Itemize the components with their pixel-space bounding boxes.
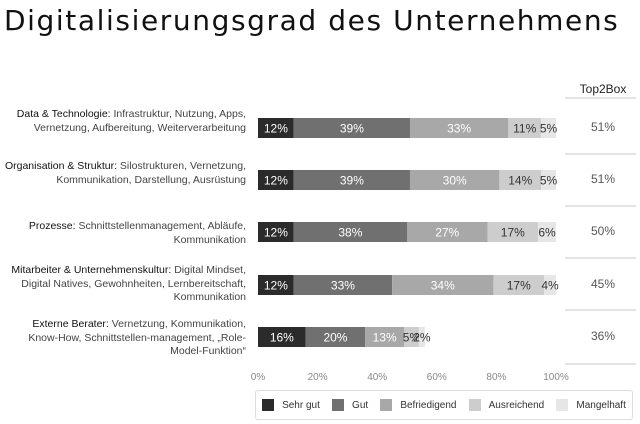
bar-segment-befriedigend [407,222,488,242]
bar-segment-sehr-gut [258,275,294,295]
legend-label: Mangelhaft [576,399,626,411]
bar-segment-sehr-gut [258,118,294,138]
legend-swatch [380,399,393,411]
category-label-detail: Schnittstellenmanagement, Abläufe, Kommu… [75,220,246,246]
segment-value-label: 14% [508,174,532,188]
bar-segment-gut [305,327,366,347]
segment-value-label: 33% [331,279,355,293]
legend-item-sehr-gut: Sehr gut [262,399,320,411]
x-tick-label: 20% [308,372,328,383]
segment-value-label: 13% [373,331,397,345]
category-label-detail: Vernetzung, Kommunikation, Know-How, Sch… [28,318,246,357]
top2box-value: 51% [590,172,616,186]
legend-swatch [332,399,345,411]
top2box-value: 45% [590,277,616,291]
bar-segment-ausreichend [499,170,542,190]
category-label-head: Data & Technologie: [16,108,111,120]
bar-segment-mangelhaft [541,118,556,138]
legend-label: Ausreichend [488,399,545,411]
x-tick-label: 100% [543,372,569,383]
category-label-detail: Digital Mindset, Digital Natives, Gewohn… [21,264,246,303]
top2box-value: 50% [590,224,616,238]
segment-value-label: 30% [443,174,467,188]
x-tick-label: 60% [427,372,447,383]
category-label-head: Mitarbeiter & Unternehmenskultur: [11,264,172,276]
bar-segment-befriedigend [409,118,509,138]
segment-value-label: 5% [540,122,558,136]
chart-title: Digitalisierungsgrad des Unternehmens [4,4,620,37]
category-label-head: Organisation & Struktur: [4,160,117,172]
segment-value-label: 5% [403,331,421,345]
segment-value-label: 12% [264,122,288,136]
segment-value-label: 20% [323,331,347,345]
bar-segment-gut [293,170,410,190]
category-label-detail: Infrastruktur, Nutzung, Apps, Vernetzung… [33,108,246,134]
bar-segment-ausreichend [493,275,545,295]
category-label: Prozesse: Schnittstellenmanagement, Ablä… [4,220,246,247]
legend-label: Gut [352,399,369,411]
bar-segment-mangelhaft [541,170,556,190]
bar-segment-ausreichend [508,118,542,138]
bar-segment-sehr-gut [258,327,306,347]
legend-item-mangelhaft: Mangelhaft [556,399,626,411]
segment-value-label: 34% [431,279,455,293]
bar-segment-sehr-gut [258,170,294,190]
segment-value-label: 12% [264,174,288,188]
legend-swatch [468,399,481,411]
segment-value-label: 16% [270,331,294,345]
category-label: Data & Technologie: Infrastruktur, Nutzu… [4,108,246,135]
top2box-header: Top2Box [579,82,627,96]
top2box-value: 51% [590,120,616,134]
segment-value-label: 4% [541,279,559,293]
segment-value-label: 2% [413,331,431,345]
bar-segment-befriedigend [392,275,494,295]
category-label-head: Externe Berater: [32,318,109,330]
top2box-value: 36% [590,329,616,343]
segment-value-label: 17% [507,279,531,293]
segment-value-label: 39% [340,174,364,188]
segment-value-label: 38% [338,226,362,240]
category-label: Organisation & Struktur: Silostrukturen,… [4,160,246,187]
bar-segment-mangelhaft [544,275,556,295]
legend-label: Befriedigend [400,399,457,411]
category-label: Externe Berater: Vernetzung, Kommunikati… [4,318,246,359]
legend-item-gut: Gut [332,399,368,411]
stacked-bar-chart: 12% 39% 33% 11% 5% 12% 39% 30% 14% 5% 12% 38% 27% 17%… [251,97,636,383]
bar-segment-gut [293,275,393,295]
legend-swatch [262,399,275,411]
x-tick-label: 40% [367,372,387,383]
segment-value-label: 27% [435,226,459,240]
legend: Sehr gut Gut Befriedigend Ausreichend Mangel… [255,390,633,420]
segment-value-label: 39% [340,122,364,136]
segment-value-label: 11% [513,122,536,136]
bar-segment-ausreichend [487,222,539,242]
segment-value-label: 12% [264,279,288,293]
bar-segment-mangelhaft [418,327,425,347]
segment-value-label: 12% [264,226,288,240]
bar-segment-sehr-gut [258,222,294,242]
segment-value-label: 6% [538,226,556,240]
bar-segment-gut [293,118,410,138]
category-label: Mitarbeiter & Unternehmenskultur: Digita… [4,264,246,305]
segment-value-label: 33% [447,122,471,136]
legend-item-ausreichend: Ausreichend [468,399,545,411]
x-tick-label: 0% [251,372,266,383]
legend-item-befriedigend: Befriedigend [380,399,456,411]
x-tick-label: 80% [486,372,506,383]
category-label-detail: Silostrukturen, Vernetzung, Kommunikatio… [56,160,246,186]
legend-swatch [556,399,569,411]
bar-segment-gut [293,222,407,242]
segment-value-label: 5% [540,174,558,188]
bar-segment-mangelhaft [538,222,556,242]
bar-segment-befriedigend [365,327,405,347]
category-label-head: Prozesse: [28,220,76,232]
segment-value-label: 17% [501,226,525,240]
bar-segment-befriedigend [409,170,500,190]
bar-segment-ausreichend [404,327,419,347]
legend-label: Sehr gut [282,399,320,411]
